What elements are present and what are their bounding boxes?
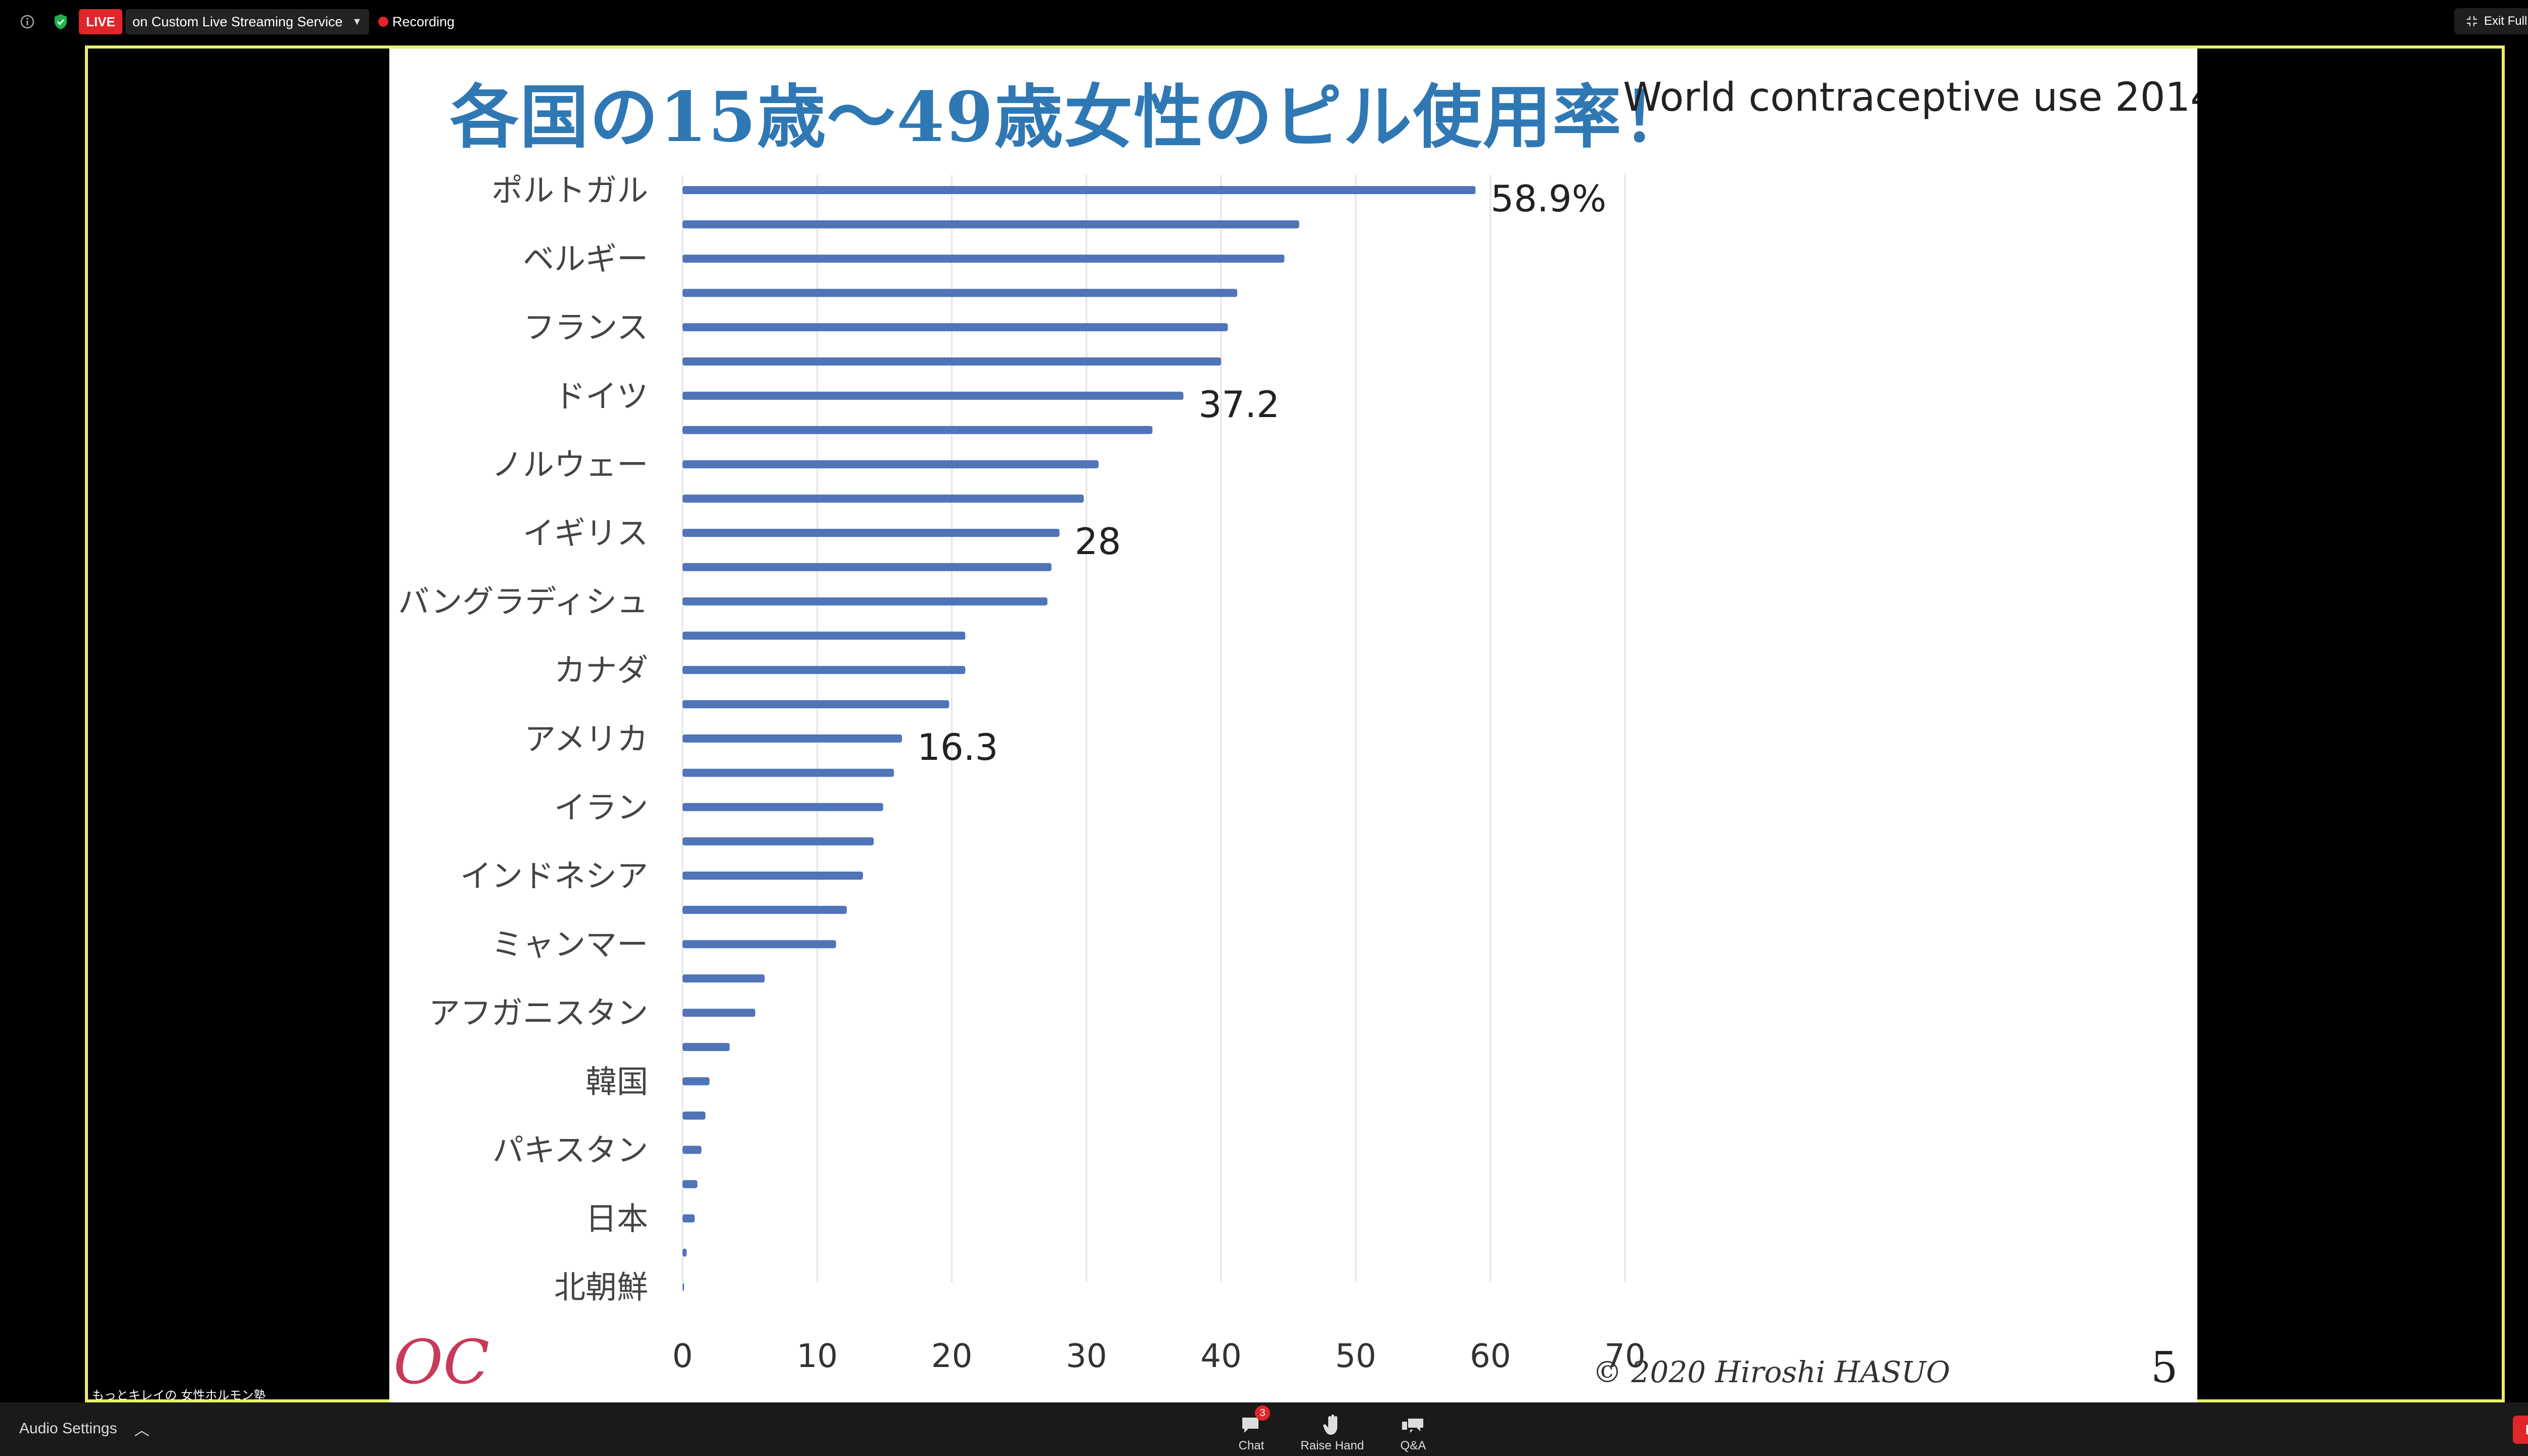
bar xyxy=(683,837,874,846)
slide-page-number: 5 xyxy=(2151,1343,2178,1392)
bar xyxy=(683,768,894,777)
recording-indicator[interactable]: Recording xyxy=(378,0,455,43)
data-label: 58.9% xyxy=(1491,177,1606,220)
bar xyxy=(683,1077,710,1085)
bar xyxy=(683,460,1099,469)
bar xyxy=(683,872,863,880)
chevron-up-icon: ︿ xyxy=(134,1422,150,1439)
category-label: ポルトガル xyxy=(491,172,648,209)
category-label: ミャンマー xyxy=(491,926,648,963)
exit-fullscreen-button[interactable]: Exit Full Screen xyxy=(2454,8,2528,34)
bar xyxy=(683,323,1228,332)
x-tick-label: 20 xyxy=(931,1338,972,1375)
bar xyxy=(683,391,1184,400)
audio-settings-button[interactable]: Audio Settings ︿ xyxy=(19,1418,149,1440)
streaming-service-dropdown[interactable]: on Custom Live Streaming Service ▼ xyxy=(125,9,369,34)
streaming-service-label: on Custom Live Streaming Service xyxy=(132,14,343,29)
live-badge[interactable]: LIVE xyxy=(79,9,122,34)
chat-bubble-icon xyxy=(1242,1418,1258,1433)
top-toolbar: LIVE on Custom Live Streaming Service ▼ … xyxy=(0,0,2528,43)
presenter-name: もっとキレイの 女性ホルモン塾 xyxy=(92,1388,266,1402)
record-dot-icon xyxy=(378,17,388,27)
bar xyxy=(683,357,1222,366)
bar xyxy=(683,597,1048,606)
category-label: ベルギー xyxy=(523,241,648,278)
exit-fullscreen-icon xyxy=(2466,16,2477,26)
category-label: カナダ xyxy=(554,652,648,689)
chat-button[interactable]: 3 Chat xyxy=(1229,1405,1274,1453)
x-tick-label: 30 xyxy=(1066,1338,1107,1375)
chat-unread-badge: 3 xyxy=(1255,1405,1270,1421)
category-label: イラン xyxy=(554,789,648,826)
category-label: イギリス xyxy=(523,515,648,552)
oc-logo: OC xyxy=(393,1328,490,1398)
bar xyxy=(683,289,1238,297)
bar xyxy=(683,529,1060,537)
category-label: フランス xyxy=(523,309,648,346)
bar xyxy=(683,1146,702,1154)
x-tick-label: 40 xyxy=(1200,1338,1241,1375)
bar xyxy=(683,803,883,811)
chat-label: Chat xyxy=(1238,1439,1265,1452)
bar-chart: 0 10 20 30 40 50 60 70 ポルトガルベルギーフランスドイツノルウェーイギリス… xyxy=(398,172,1645,1375)
category-label: インドネシア xyxy=(460,857,648,894)
category-label: アフガニスタン xyxy=(429,994,648,1031)
leave-button[interactable]: Leave xyxy=(2513,1416,2528,1444)
x-tick-label: 60 xyxy=(1470,1338,1511,1375)
x-tick-label: 0 xyxy=(672,1338,693,1375)
data-label: 28 xyxy=(1075,520,1121,563)
bar xyxy=(683,426,1153,434)
bar xyxy=(683,631,966,640)
bar xyxy=(683,1043,730,1051)
data-label: 16.3 xyxy=(917,726,998,768)
audio-settings-label: Audio Settings xyxy=(19,1420,117,1437)
bar xyxy=(683,186,1476,194)
bar xyxy=(683,1111,706,1120)
qa-button[interactable]: Q&A xyxy=(1390,1406,1436,1453)
bar xyxy=(683,1180,698,1189)
bar xyxy=(683,1248,687,1257)
meeting-controls-bar: Audio Settings ︿ 3 Chat Raise Hand Q&A L… xyxy=(0,1402,2528,1456)
raise-hand-label: Raise Hand xyxy=(1300,1439,1364,1452)
bar xyxy=(683,254,1285,263)
qa-bubbles-icon xyxy=(1402,1419,1423,1433)
bar xyxy=(683,1214,695,1222)
bar xyxy=(683,494,1084,503)
chevron-down-icon: ▼ xyxy=(352,16,362,27)
category-label: 韓国 xyxy=(585,1063,648,1100)
presentation-slide: 各国の15歳～49歳女性のピル使用率！ World contraceptive … xyxy=(389,49,2197,1402)
bar xyxy=(683,1009,755,1017)
bar xyxy=(683,666,966,674)
bar xyxy=(683,563,1052,571)
data-label: 37.2 xyxy=(1199,383,1280,426)
slide-title: 各国の15歳～49歳女性のピル使用率！ xyxy=(450,77,1692,158)
x-tick-label: 50 xyxy=(1335,1338,1376,1375)
recording-label: Recording xyxy=(392,14,455,29)
x-tick-label: 10 xyxy=(797,1338,838,1375)
category-label: 日本 xyxy=(585,1200,648,1237)
bar xyxy=(683,734,902,743)
category-label: 北朝鮮 xyxy=(554,1269,648,1306)
slide-subtitle: World contraceptive use 2014 xyxy=(1623,75,2197,120)
exit-fullscreen-label: Exit Full Screen xyxy=(2484,14,2528,28)
category-label: ドイツ xyxy=(554,378,648,415)
bar xyxy=(683,220,1299,229)
category-label: パキスタン xyxy=(492,1131,648,1168)
raise-hand-button[interactable]: Raise Hand xyxy=(1294,1406,1370,1453)
copyright-text: © 2020 Hiroshi HASUO xyxy=(1593,1355,1950,1389)
raise-hand-icon xyxy=(1323,1415,1337,1435)
category-label: ノルウェー xyxy=(491,446,648,483)
x-tick-label: 70 xyxy=(1604,1338,1645,1375)
bar xyxy=(683,905,847,914)
category-label: アメリカ xyxy=(524,720,648,757)
bar xyxy=(683,1283,684,1291)
bar xyxy=(683,700,950,708)
bar xyxy=(683,974,765,983)
shield-check-icon[interactable] xyxy=(51,0,71,43)
info-icon[interactable] xyxy=(17,0,37,43)
qa-label: Q&A xyxy=(1400,1439,1426,1452)
category-label: バングラディシュ xyxy=(398,583,648,620)
bar xyxy=(683,940,836,948)
